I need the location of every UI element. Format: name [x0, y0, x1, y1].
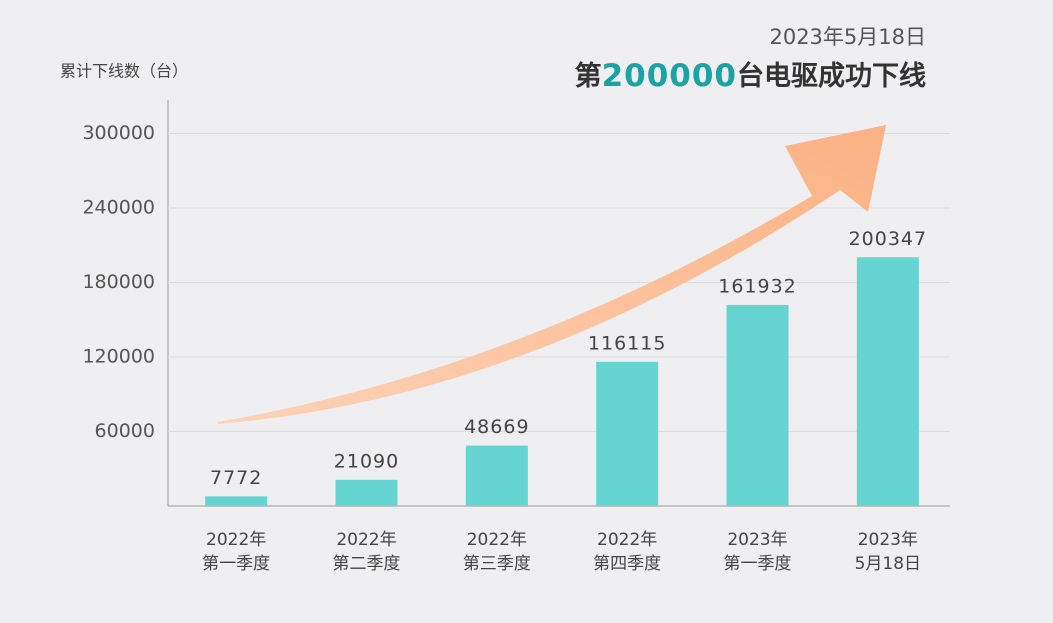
growth-arrow [218, 125, 886, 424]
y-tick-label: 120000 [82, 346, 155, 368]
value-label: 161932 [718, 275, 797, 297]
date: 2023年5月18日 [769, 25, 926, 49]
value-label: 116115 [588, 332, 667, 354]
bar [465, 445, 528, 506]
x-tick-label: 2022年 第三季度 [462, 530, 531, 574]
bar [596, 361, 659, 506]
title-suffix: 台电驱成功下线 [737, 60, 926, 92]
value-label: 21090 [334, 450, 399, 472]
bar [335, 479, 398, 506]
x-tick-label: 2023年 第一季度 [723, 530, 792, 574]
bar [726, 304, 789, 506]
title-prefix: 第 [575, 60, 602, 92]
bar [205, 496, 268, 506]
chart-title: 第200000台电驱成功下线 [575, 58, 926, 94]
y-tick-label: 240000 [82, 197, 155, 219]
y-tick-label: 60000 [95, 420, 155, 442]
bar [856, 257, 919, 506]
x-tick-label: 2023年 5月18日 [854, 530, 922, 574]
title-highlight: 200000 [602, 58, 737, 94]
value-label: 48669 [464, 416, 529, 438]
value-label: 7772 [210, 467, 262, 489]
x-tick-label: 2022年 第一季度 [202, 530, 271, 574]
value-label: 200347 [849, 228, 928, 250]
y-tick-label: 300000 [82, 122, 155, 144]
x-tick-label: 2022年 第四季度 [593, 530, 662, 574]
y-axis-label: 累计下线数（台） [60, 62, 188, 81]
x-tick-label: 2022年 第二季度 [332, 530, 401, 574]
y-tick-label: 180000 [82, 271, 155, 293]
